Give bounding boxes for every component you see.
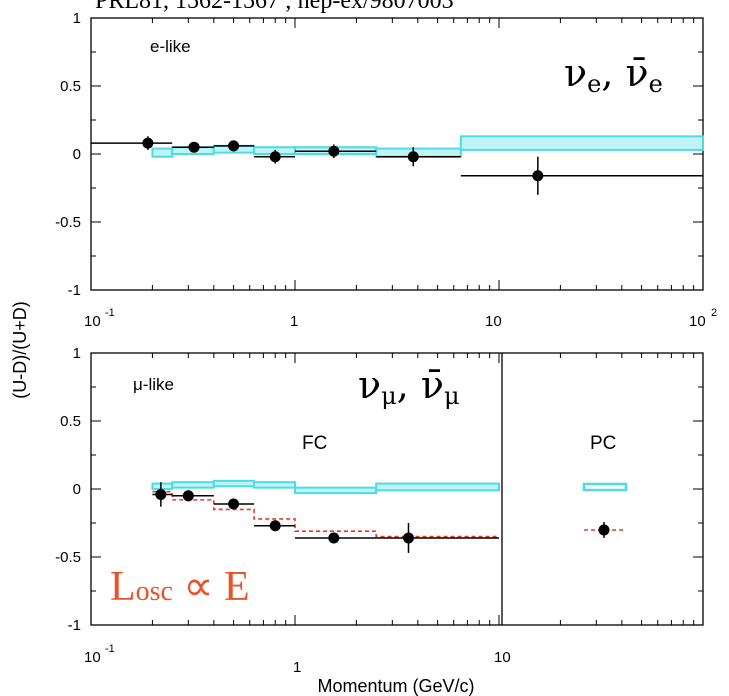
mc-box — [151, 482, 174, 490]
bottom-x-tick-1: 1 — [293, 659, 301, 676]
top-data-points — [91, 136, 703, 195]
y-tick-label: -0.5 — [55, 549, 81, 566]
y-axis-label: (U-D)/(U+D) — [10, 301, 30, 398]
y-tick-label: 1 — [73, 10, 81, 27]
data-point — [228, 140, 240, 152]
top-x-tick-1: 1 — [290, 313, 298, 330]
data-point — [182, 490, 194, 502]
y-tick-label: -1 — [68, 617, 81, 634]
data-point — [228, 498, 240, 510]
region-fc-label: FC — [302, 433, 327, 454]
bottom-corner-label: νμ, ν̄μ — [358, 363, 460, 410]
top-x-tick-0.1: 10 — [84, 313, 101, 330]
mc-box — [171, 481, 215, 489]
bottom-panel: μ-like νμ, ν̄μ FC PC Losc ∝ E 1 0.5 0 -0.5 -… — [55, 345, 704, 696]
y-tick-label: 0 — [73, 481, 81, 498]
mc-box — [151, 147, 174, 158]
top-x-tick-100-exp: 2 — [711, 307, 717, 319]
data-point — [407, 151, 419, 163]
bottom-data-points — [152, 482, 499, 553]
top-axis-ticks — [90, 17, 704, 291]
data-point — [269, 151, 281, 163]
top-x-tick-10: 10 — [485, 313, 502, 330]
pc-legend-marker — [598, 524, 610, 536]
losc-annotation: Losc ∝ E — [110, 564, 250, 610]
data-point — [402, 532, 414, 544]
bottom-x-tick-0.1-exp: -1 — [105, 643, 115, 655]
oscillation-step-line — [152, 490, 499, 538]
data-point — [142, 137, 154, 149]
bottom-x-tick-labels: 10 -1 1 10 — [84, 643, 511, 676]
bottom-oscillation-line — [152, 490, 499, 538]
y-tick-label: 1 — [73, 345, 81, 362]
y-tick-label: 0.5 — [60, 413, 81, 430]
bottom-y-tick-labels: 1 0.5 0 -0.5 -1 — [55, 345, 81, 634]
top-corner-label: νe, ν̄e — [564, 51, 663, 98]
mc-box — [294, 486, 378, 495]
mc-box — [212, 479, 256, 488]
y-tick-label: 0.5 — [60, 78, 81, 95]
data-point — [188, 141, 200, 153]
top-panel-label: e-like — [150, 37, 191, 56]
bottom-x-tick-0.1: 10 — [84, 649, 101, 666]
pc-legend-mc-box — [582, 482, 628, 492]
bottom-nu-symbol: νμ, ν̄μ — [358, 363, 460, 410]
bottom-axis-ticks — [90, 352, 704, 626]
x-axis-label: Momentum (GeV/c) — [317, 676, 474, 696]
y-tick-label: -0.5 — [55, 214, 81, 231]
bottom-panel-label: μ-like — [133, 375, 174, 394]
y-tick-label: 0 — [73, 146, 81, 163]
bottom-x-tick-10: 10 — [494, 649, 511, 666]
top-panel: e-like νe, ν̄e 1 0.5 0 -0.5 -1 10 -1 1 10 10… — [55, 10, 717, 330]
mc-box — [459, 135, 704, 151]
reference-text: PRL81, 1562-1567 ; hep-ex/9807003 — [95, 0, 454, 14]
data-point — [269, 520, 281, 532]
top-nu-symbol: νe, ν̄e — [564, 51, 663, 98]
top-x-tick-0.1-exp: -1 — [105, 307, 115, 319]
data-point — [532, 170, 544, 182]
pc-legend — [582, 482, 628, 538]
region-pc-label: PC — [590, 433, 616, 454]
data-point — [328, 145, 340, 157]
top-x-tick-labels: 10 -1 1 10 10 2 — [84, 307, 717, 330]
bottom-mc-boxes — [151, 479, 500, 495]
top-x-tick-100: 10 — [689, 313, 706, 330]
mc-box — [253, 481, 297, 489]
data-point — [155, 488, 167, 500]
top-y-tick-labels: 1 0.5 0 -0.5 -1 — [55, 10, 81, 299]
y-tick-label: -1 — [68, 282, 81, 299]
mc-box — [375, 482, 500, 492]
data-point — [328, 532, 340, 544]
